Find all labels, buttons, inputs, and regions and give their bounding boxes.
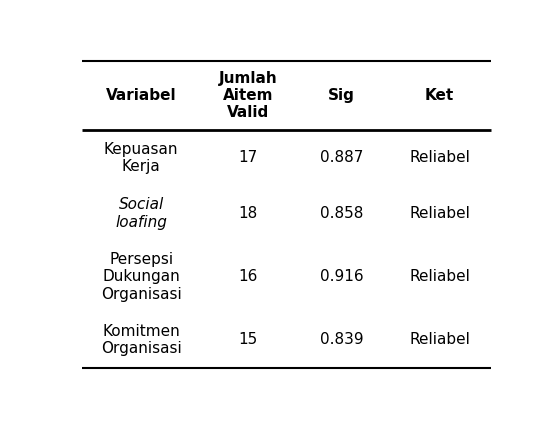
Text: Komitmen
Organisasi: Komitmen Organisasi: [101, 324, 182, 356]
Text: Kepuasan
Kerja: Kepuasan Kerja: [104, 142, 178, 174]
Text: 0.916: 0.916: [320, 269, 364, 284]
Text: Variabel: Variabel: [106, 88, 177, 103]
Text: 0.839: 0.839: [320, 332, 364, 347]
Text: Reliabel: Reliabel: [409, 206, 470, 221]
Text: Reliabel: Reliabel: [409, 269, 470, 284]
Text: Social
loafing: Social loafing: [116, 197, 167, 229]
Text: Sig: Sig: [328, 88, 355, 103]
Text: Jumlah
Aitem
Valid: Jumlah Aitem Valid: [218, 70, 277, 120]
Text: Reliabel: Reliabel: [409, 332, 470, 347]
Text: 15: 15: [238, 332, 257, 347]
Text: 0.887: 0.887: [320, 151, 363, 165]
Text: 0.858: 0.858: [320, 206, 363, 221]
Text: Reliabel: Reliabel: [409, 151, 470, 165]
Text: 17: 17: [238, 151, 257, 165]
Text: Ket: Ket: [425, 88, 454, 103]
Text: Persepsi
Dukungan
Organisasi: Persepsi Dukungan Organisasi: [101, 252, 182, 301]
Text: 18: 18: [238, 206, 257, 221]
Text: 16: 16: [238, 269, 257, 284]
